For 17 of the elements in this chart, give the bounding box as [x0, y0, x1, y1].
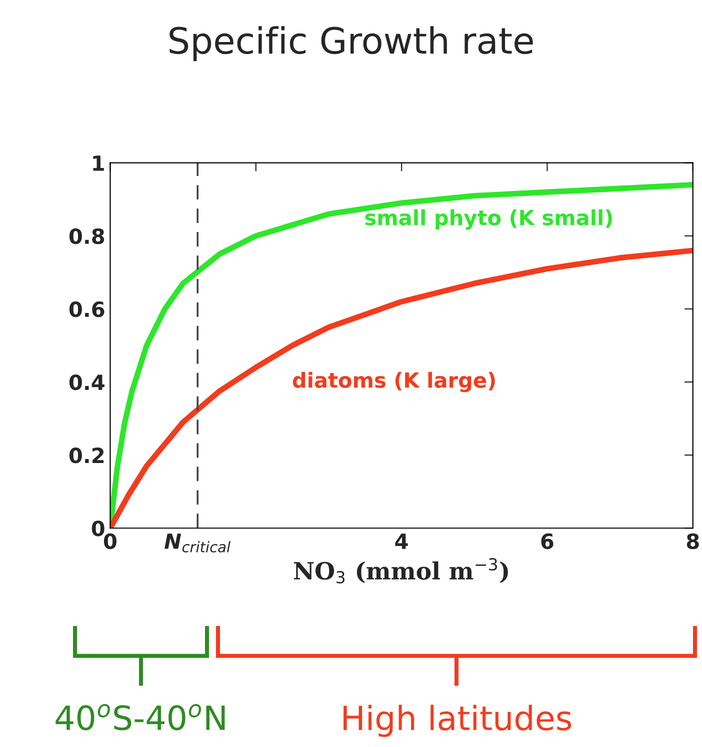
series-label: diatoms (K large) — [292, 372, 495, 392]
y-tick-label: 1 — [93, 156, 104, 171]
y-tick-label: 0 — [92, 520, 104, 536]
text: High latitudes — [344, 704, 572, 737]
series-label: small phyto (K small) — [365, 209, 612, 230]
text: 40$^{o}$S-40$^{o}$N — [56, 704, 225, 730]
x-axis-title: NO$_{3}$ (mmol m$^{−3}$) — [294, 558, 508, 584]
x-tick-label: 8 — [686, 533, 699, 550]
y-tick-label: 0.2 — [69, 448, 104, 464]
chart-title: Specific Growth rate — [170, 26, 533, 62]
y-tick-label: 0.8 — [69, 228, 104, 244]
y-tick-label: 0.4 — [69, 374, 104, 390]
x-tick-label: N$_{critical}$ — [164, 534, 230, 552]
x-tick-label: 6 — [541, 533, 554, 550]
y-tick-label: 0.6 — [69, 301, 104, 318]
x-tick-label: 0 — [104, 533, 116, 550]
x-tick-label: 4 — [395, 534, 408, 549]
